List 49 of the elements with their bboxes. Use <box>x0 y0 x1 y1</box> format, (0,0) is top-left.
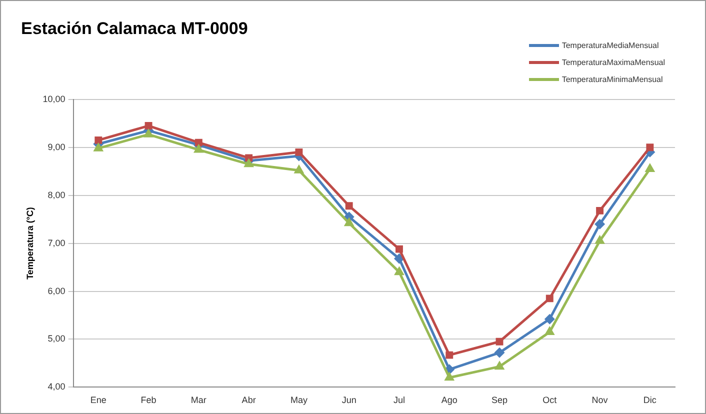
x-tick-label: Ene <box>90 395 106 406</box>
y-tick-label: 5,00 <box>48 334 66 344</box>
point <box>496 338 504 346</box>
x-tick-label: Dic <box>643 395 657 406</box>
x-tick-label: Mar <box>190 395 206 406</box>
point <box>494 348 504 358</box>
x-tick-label: Jul <box>393 395 405 406</box>
point <box>94 144 103 152</box>
point <box>394 267 404 276</box>
point <box>495 362 504 370</box>
y-tick-label: 8,00 <box>48 190 66 200</box>
point <box>546 294 554 302</box>
x-tick-label: Feb <box>140 395 156 406</box>
point <box>194 138 202 146</box>
point <box>544 314 554 324</box>
legend-label: TemperaturaMediaMensual <box>562 41 659 50</box>
point <box>394 254 404 264</box>
point <box>595 219 605 229</box>
point <box>396 245 403 253</box>
point <box>94 136 102 144</box>
legend-label: TemperaturaMinimaMensual <box>562 75 663 84</box>
point <box>244 159 254 168</box>
y-tick-label: 10,00 <box>42 94 66 104</box>
x-tick-label: Nov <box>592 395 608 406</box>
point <box>245 154 253 162</box>
x-tick-label: Ago <box>441 395 458 406</box>
chart-title: Estación Calamaca MT-0009 <box>21 18 248 38</box>
point <box>596 206 604 214</box>
legend-label: TemperaturaMaximaMensual <box>562 58 665 67</box>
x-tick-label: Oct <box>542 395 558 406</box>
point <box>344 218 354 226</box>
point <box>345 202 353 210</box>
point <box>445 372 454 381</box>
y-tick-label: 7,00 <box>48 238 66 248</box>
point <box>295 148 303 156</box>
y-tick-label: 6,00 <box>48 286 66 296</box>
point <box>446 351 454 359</box>
x-tick-label: Abr <box>242 395 256 406</box>
y-axis-title: Temperatura (°C) <box>24 207 35 280</box>
y-tick-label: 9,00 <box>48 142 66 152</box>
x-tick-label: Sep <box>492 395 508 406</box>
point <box>646 164 654 172</box>
point <box>144 130 153 138</box>
point <box>545 327 554 336</box>
point <box>646 144 654 152</box>
x-tick-label: Jun <box>342 395 356 406</box>
point <box>144 122 152 130</box>
y-tick-label: 4,00 <box>48 382 66 392</box>
x-tick-label: May <box>290 395 308 406</box>
